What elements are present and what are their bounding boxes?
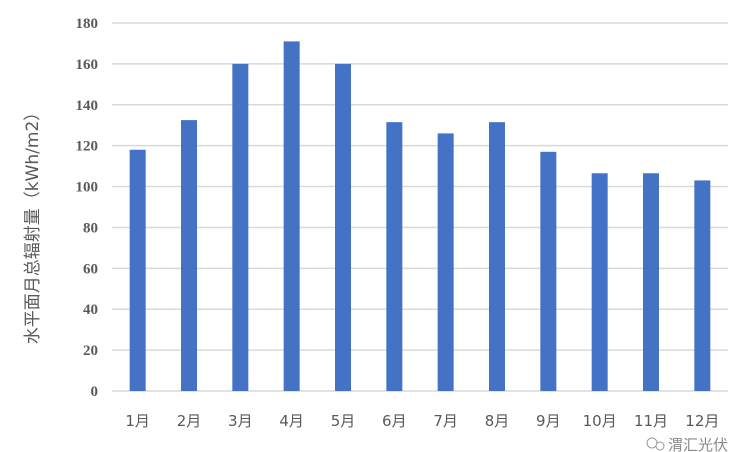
watermark-text: 渭汇光伏 <box>668 436 728 452</box>
y-tick-label: 60 <box>83 261 98 277</box>
y-tick-label: 180 <box>76 16 99 32</box>
y-tick-label: 120 <box>76 139 99 155</box>
y-tick-label: 80 <box>83 220 98 236</box>
x-tick-label: 10月 <box>583 412 617 430</box>
y-tick-label: 140 <box>76 98 99 114</box>
x-tick-label: 7月 <box>433 412 458 430</box>
x-tick-label: 1月 <box>125 412 150 430</box>
x-tick-label: 12月 <box>685 412 719 430</box>
bar-4月 <box>283 41 300 392</box>
y-tick-label: 160 <box>76 57 99 73</box>
x-tick-label: 2月 <box>177 412 202 430</box>
bar-12月 <box>694 180 711 391</box>
bar-1月 <box>129 149 146 391</box>
x-tick-label: 8月 <box>485 412 510 430</box>
x-tick-label: 11月 <box>634 412 668 430</box>
bar-8月 <box>489 122 505 392</box>
bar-10月 <box>591 173 608 391</box>
bar-11月 <box>643 173 659 391</box>
gridlines <box>112 22 728 392</box>
watermark: 渭汇光伏 <box>646 436 728 452</box>
x-tick-label: 3月 <box>228 412 253 430</box>
y-tick-label: 100 <box>76 180 99 196</box>
bar-2月 <box>181 120 197 391</box>
bar-7月 <box>437 133 454 391</box>
bar-9月 <box>540 151 557 391</box>
bars <box>129 41 711 392</box>
x-tick-label: 9月 <box>536 412 561 430</box>
x-tick-label: 6月 <box>382 412 407 430</box>
x-tick-label: 5月 <box>331 412 356 430</box>
bar-3月 <box>232 63 249 392</box>
y-tick-label: 20 <box>83 343 98 359</box>
x-tick-label: 4月 <box>279 412 304 430</box>
y-tick-label: 0 <box>91 384 99 400</box>
y-axis-label: 水平面月总辐射量（kWh/m2） <box>23 104 43 345</box>
bar-5月 <box>335 63 351 392</box>
x-axis-ticks: 1月 2月 3月 4月 5月 6月 7月 8月 9月 10月 11月 12月 <box>125 412 719 430</box>
y-tick-label: 40 <box>83 302 98 318</box>
y-axis-ticks: 0 20 40 60 80 100 120 140 160 180 <box>76 16 99 400</box>
bar-6月 <box>386 122 403 392</box>
